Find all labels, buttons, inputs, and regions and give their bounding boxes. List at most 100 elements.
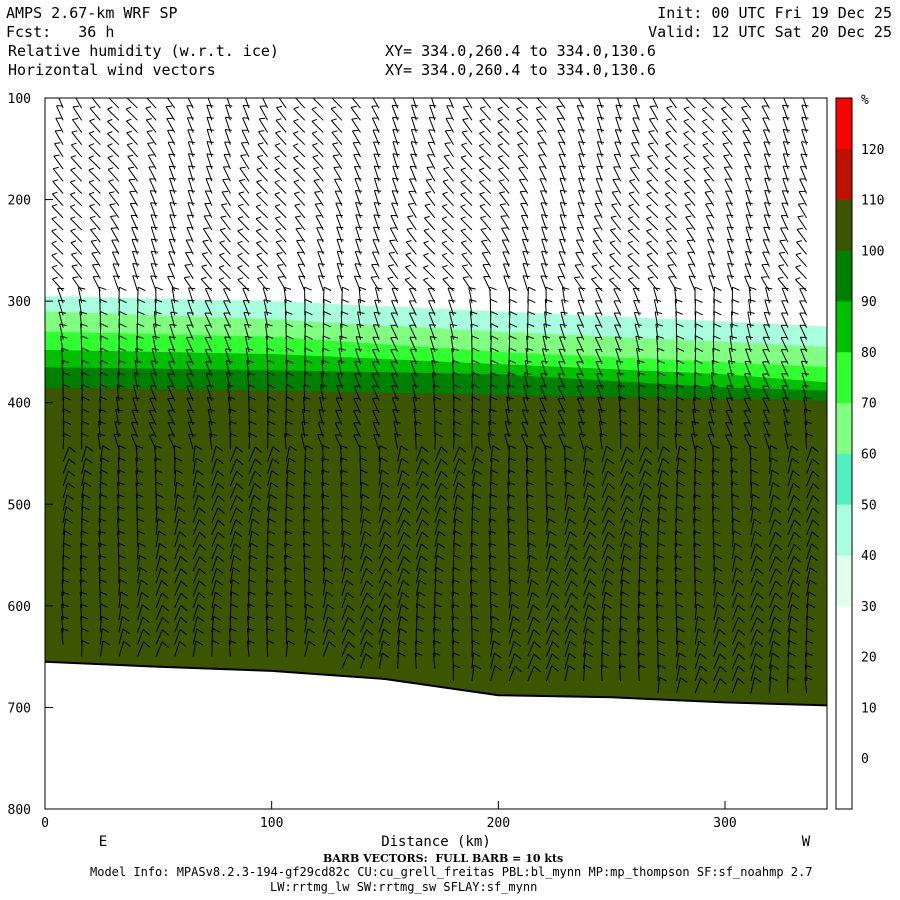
wind-barb-7: [52, 179, 64, 194]
wind-barb-972: [446, 105, 454, 121]
y-tick-label-800: 800: [8, 803, 31, 818]
wind-barb-928: [427, 141, 436, 158]
wind-barb-733: [341, 629, 355, 645]
wind-barb-938: [423, 265, 436, 280]
wind-barb-587: [284, 530, 293, 547]
colorbar-label-100: 100: [861, 244, 884, 259]
wind-barb-556: [274, 155, 287, 170]
wind-barb-466: [238, 179, 250, 194]
wind-barb-966: [433, 603, 442, 621]
wind-barb-543: [266, 554, 274, 572]
wind-barb-203: [136, 335, 144, 352]
wind-barb-566: [277, 276, 287, 292]
wind-barb-181: [118, 628, 131, 645]
wind-barb-829: [378, 652, 390, 669]
wind-barb-1695: [721, 98, 733, 109]
wind-barb-980: [441, 204, 454, 219]
wind-barb-1047: [471, 432, 479, 450]
wind-barb-427: [218, 265, 231, 280]
wind-barb-1078: [480, 227, 491, 243]
wind-barb-216: [135, 493, 144, 511]
wind-barb-528: [267, 372, 276, 389]
wind-barb-128: [98, 542, 106, 560]
wind-barb-1297: [564, 556, 578, 572]
wind-barb-512: [256, 179, 268, 194]
wind-barb-1000: [453, 446, 467, 462]
wind-barb-49: [70, 142, 83, 158]
wind-barb-185: [126, 118, 138, 133]
wind-barb-408: [211, 591, 223, 609]
wind-barb-676: [321, 494, 329, 511]
wind-barb-796: [371, 251, 380, 267]
wind-barb-26: [62, 408, 72, 426]
wind-barb-728: [341, 567, 353, 584]
wind-barb-2: [55, 117, 64, 133]
wind-barb-633: [302, 530, 311, 547]
wind-barb-147: [109, 215, 120, 231]
wind-barb-1246: [545, 518, 556, 535]
wind-barb-1507: [646, 191, 659, 207]
wind-barb-718: [339, 445, 348, 462]
wind-barb-182: [118, 641, 131, 657]
wind-barb-508: [258, 130, 269, 145]
wind-barb-1071: [478, 143, 491, 158]
wind-barb-495: [248, 530, 259, 547]
wind-barb-457: [229, 628, 237, 645]
wind-barb-1116: [497, 106, 510, 121]
wind-barb-597: [295, 98, 306, 109]
wind-barb-862: [397, 482, 410, 499]
wind-barb-1146: [507, 469, 516, 487]
wind-barb-438: [227, 396, 236, 413]
wind-barb-874: [397, 628, 408, 645]
wind-barb-48: [71, 130, 83, 146]
colorbar-label-110: 110: [861, 194, 884, 209]
wind-barb-1103: [488, 530, 497, 547]
wind-barb-1123: [499, 191, 510, 207]
wind-barb-506: [259, 105, 269, 121]
wind-barb-442: [229, 446, 244, 462]
wind-barb-1164: [516, 106, 529, 121]
wind-barb-1023: [461, 142, 473, 158]
wind-barb-734: [341, 641, 355, 657]
wind-barb-437: [227, 384, 235, 401]
wind-barb-227: [137, 629, 151, 645]
wind-barb-1274: [557, 276, 566, 292]
wind-barb-967: [433, 615, 441, 633]
wind-barb-142: [107, 155, 120, 170]
wind-barb-494: [248, 518, 260, 535]
wind-barb-57: [70, 240, 83, 255]
wind-barb-1048: [471, 445, 484, 462]
wind-barb-1026: [460, 179, 473, 194]
colorbar-swatch-13: [836, 98, 852, 150]
wind-barb-581: [285, 457, 297, 474]
wind-barb-1059: [470, 579, 478, 596]
wind-barb-727: [341, 555, 353, 572]
wind-barb-349: [188, 433, 196, 450]
colorbar-label-120: 120: [861, 143, 884, 158]
wind-barb-816: [378, 494, 391, 511]
wind-barb-473: [237, 265, 250, 280]
wind-barb-1320: [575, 251, 585, 267]
wind-barb-948: [432, 384, 441, 401]
wind-barb-155: [118, 311, 127, 328]
wind-barb-934: [424, 215, 436, 231]
wind-barb-647: [312, 142, 324, 158]
wind-barb-582: [285, 469, 296, 487]
wind-barb-62: [78, 299, 87, 316]
wind-barb-446: [229, 495, 244, 511]
wind-barb-912: [415, 519, 430, 535]
wind-barb-490: [248, 470, 262, 487]
wind-barb-6: [52, 166, 64, 182]
wind-barb-861: [397, 470, 410, 487]
wind-barb-451: [229, 555, 241, 572]
wind-barb-76: [81, 469, 92, 487]
wind-barb-644: [311, 106, 324, 121]
wind-barb-1183: [526, 335, 534, 352]
wind-barb-406: [211, 567, 224, 584]
wind-barb-959: [434, 518, 447, 535]
colorbar-swatch-8: [836, 351, 852, 404]
wind-barb-1005: [453, 506, 464, 523]
wind-barb-378: [202, 227, 213, 243]
wind-barb-420: [222, 178, 231, 194]
wind-barb-358: [192, 544, 207, 560]
